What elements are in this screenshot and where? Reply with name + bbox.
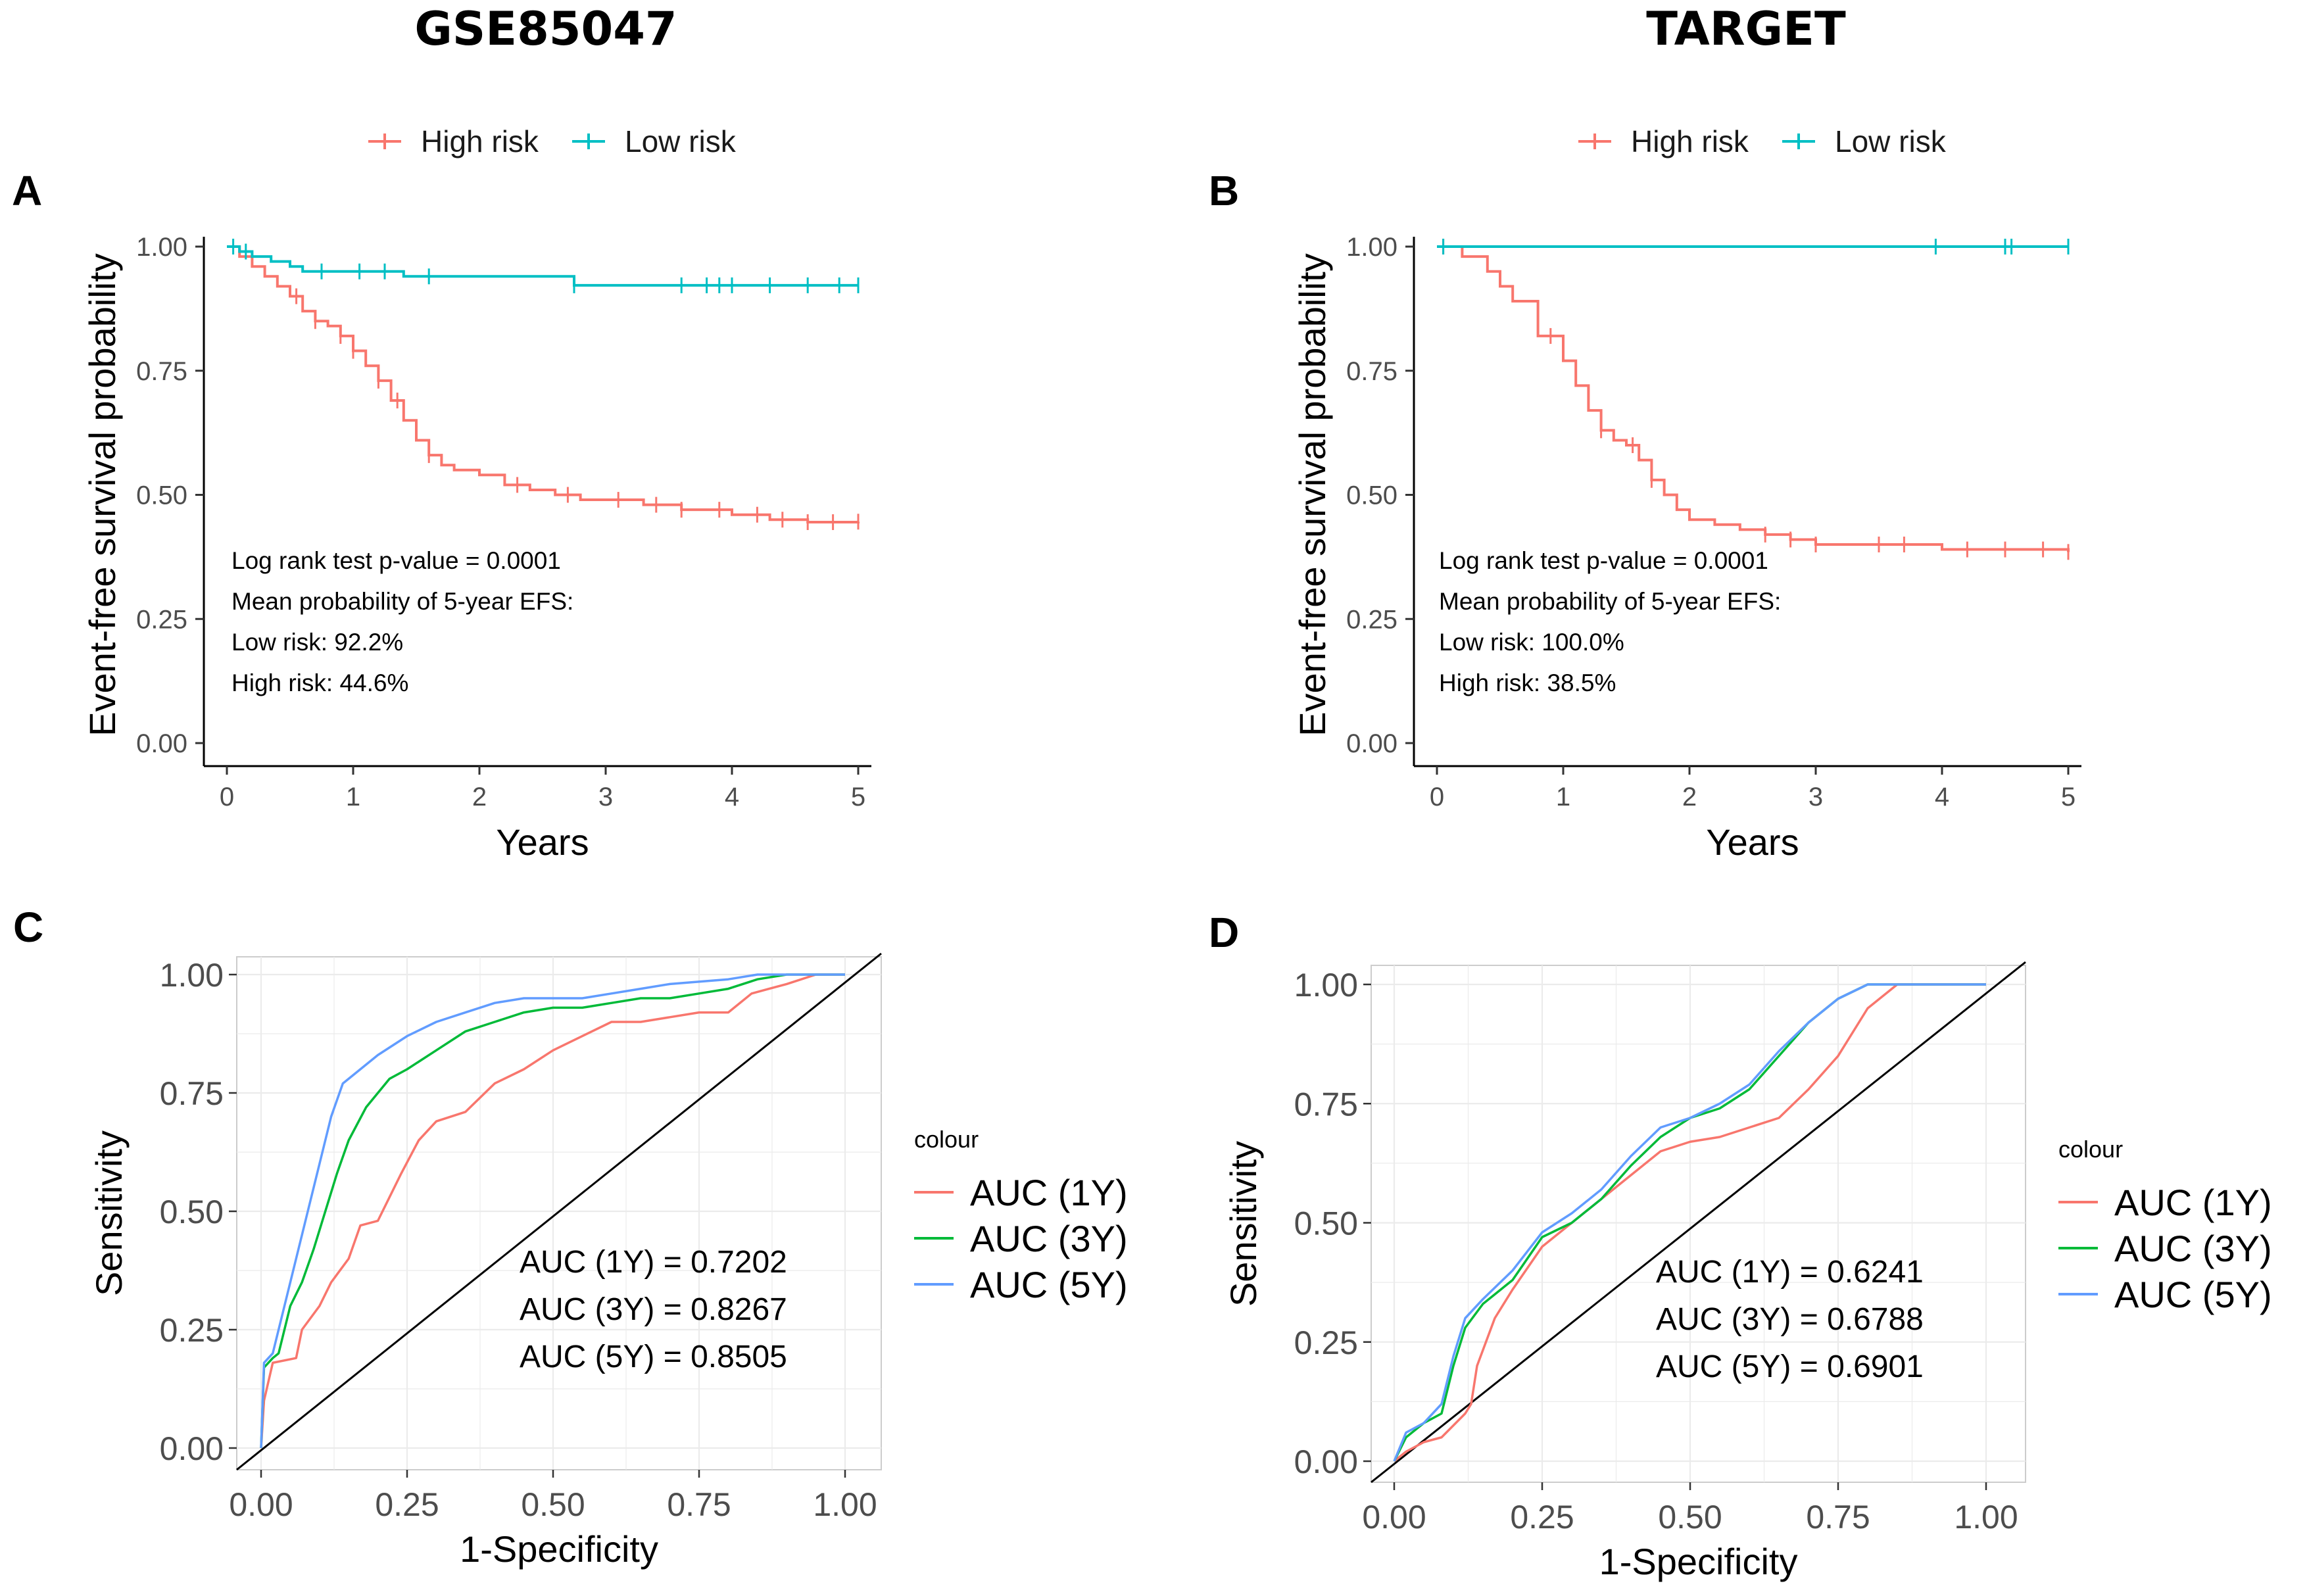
auc-annotation: AUC (1Y) = 0.7202 bbox=[520, 1245, 787, 1280]
x-axis-title: 1-Specificity bbox=[460, 1528, 658, 1570]
km-annotation: Log rank test p-value = 0.0001 bbox=[1439, 547, 1768, 574]
y-axis-title: Event-free survival probability bbox=[82, 253, 123, 737]
legend-label: High risk bbox=[421, 124, 539, 158]
x-axis-title: Years bbox=[1706, 821, 1799, 863]
y-axis-title: Event-free survival probability bbox=[1292, 253, 1333, 737]
right-column-title: TARGET bbox=[1646, 2, 1846, 56]
y-tick-label: 1.00 bbox=[1294, 967, 1358, 1004]
y-tick-label: 0.25 bbox=[136, 605, 187, 634]
panel-letter: A bbox=[12, 167, 42, 214]
auc-annotation: AUC (5Y) = 0.6901 bbox=[1656, 1349, 1924, 1384]
x-tick-label: 5 bbox=[2061, 783, 2076, 811]
reference-diagonal bbox=[1371, 961, 2026, 1484]
x-tick-label: 0.00 bbox=[1362, 1499, 1426, 1536]
legend-title: colour bbox=[914, 1126, 979, 1153]
legend-label: Low risk bbox=[1835, 124, 1947, 158]
km-annotation: Mean probability of 5-year EFS: bbox=[231, 588, 573, 615]
km-annotation: Mean probability of 5-year EFS: bbox=[1439, 588, 1781, 615]
x-tick-label: 2 bbox=[1682, 783, 1697, 811]
y-tick-label: 1.00 bbox=[1346, 233, 1397, 262]
x-tick-label: 4 bbox=[725, 783, 739, 811]
y-tick-label: 0.00 bbox=[1346, 729, 1397, 758]
km-annotation: High risk: 44.6% bbox=[231, 669, 408, 696]
km-panel-b: B High risk Low risk 0 1 2 3 4 5 0.00 0.25 0.50 0.75… bbox=[1209, 124, 2081, 863]
y-tick-label: 0.25 bbox=[160, 1312, 224, 1349]
roc-curve-3y bbox=[260, 973, 845, 1449]
roc-curve-1y bbox=[260, 973, 845, 1449]
x-tick-label: 0 bbox=[1430, 783, 1444, 811]
x-tick-label: 0.00 bbox=[229, 1486, 293, 1523]
roc-curve-5y bbox=[260, 973, 845, 1449]
km-panel-a: A High risk Low risk 0 1 2 3 4 5 0.00 0.25 0.50 0.75… bbox=[12, 124, 871, 863]
x-tick-label: 3 bbox=[598, 783, 613, 811]
x-tick-label: 2 bbox=[472, 783, 487, 811]
y-axis-title: Sensitivity bbox=[1223, 1141, 1264, 1307]
panel-letter: B bbox=[1209, 167, 1239, 214]
auc-annotation: AUC (3Y) = 0.8267 bbox=[520, 1292, 787, 1327]
legend-label: AUC (3Y) bbox=[970, 1218, 1128, 1259]
y-tick-label: 0.75 bbox=[136, 357, 187, 386]
legend-label: AUC (3Y) bbox=[2114, 1228, 2272, 1269]
y-tick-label: 0.00 bbox=[1294, 1443, 1358, 1480]
auc-annotation: AUC (5Y) = 0.8505 bbox=[520, 1340, 787, 1374]
y-tick-label: 0.25 bbox=[1346, 605, 1397, 634]
roc-panel-c: C 0.00 0.25 0.50 0.75 1.00 0.00 0.25 0.50 0.75 1.0… bbox=[13, 904, 1128, 1570]
km-curve-high-risk bbox=[227, 245, 860, 524]
km-curve-low-risk bbox=[227, 245, 858, 287]
y-axis-title: Sensitivity bbox=[88, 1130, 130, 1296]
x-tick-label: 1 bbox=[346, 783, 360, 811]
y-tick-label: 1.00 bbox=[160, 957, 224, 994]
legend-label: AUC (1Y) bbox=[970, 1172, 1128, 1213]
x-tick-label: 5 bbox=[851, 783, 865, 811]
y-tick-label: 0.75 bbox=[1294, 1086, 1358, 1123]
km-annotation: High risk: 38.5% bbox=[1439, 669, 1616, 696]
roc-curve-1y bbox=[1393, 983, 1986, 1463]
x-tick-label: 0.25 bbox=[1510, 1499, 1574, 1536]
x-tick-label: 4 bbox=[1935, 783, 1949, 811]
x-tick-label: 0.50 bbox=[521, 1486, 585, 1523]
y-tick-label: 0.75 bbox=[1346, 357, 1397, 386]
y-tick-label: 0.50 bbox=[1294, 1205, 1358, 1242]
roc-panel-d: D 0.00 0.25 0.50 0.75 1.00 0.00 0.25 0.50 0.75 1.0… bbox=[1209, 909, 2272, 1582]
km-curve-high-risk bbox=[1437, 245, 2070, 552]
panel-letter: C bbox=[13, 904, 43, 951]
left-column-title: GSE85047 bbox=[414, 2, 677, 56]
y-tick-label: 1.00 bbox=[136, 233, 187, 262]
y-tick-label: 0.50 bbox=[1346, 481, 1397, 510]
panel-letter: D bbox=[1209, 909, 1239, 956]
legend-label: AUC (1Y) bbox=[2114, 1182, 2272, 1223]
x-tick-label: 1 bbox=[1556, 783, 1570, 811]
km-annotation: Log rank test p-value = 0.0001 bbox=[231, 547, 561, 574]
x-tick-label: 1.00 bbox=[1954, 1499, 2018, 1536]
legend-label: Low risk bbox=[625, 124, 737, 158]
x-tick-label: 0.25 bbox=[375, 1486, 439, 1523]
km-annotation: Low risk: 100.0% bbox=[1439, 629, 1624, 656]
legend-label: AUC (5Y) bbox=[2114, 1274, 2272, 1315]
x-tick-label: 3 bbox=[1809, 783, 1823, 811]
x-tick-label: 0.75 bbox=[1806, 1499, 1870, 1536]
x-axis-title: Years bbox=[496, 821, 589, 863]
auc-annotation: AUC (3Y) = 0.6788 bbox=[1656, 1302, 1924, 1337]
y-tick-label: 0.50 bbox=[160, 1194, 224, 1230]
y-tick-label: 0.00 bbox=[136, 729, 187, 758]
auc-annotation: AUC (1Y) = 0.6241 bbox=[1656, 1255, 1924, 1290]
x-tick-label: 0.50 bbox=[1658, 1499, 1722, 1536]
legend-title: colour bbox=[2058, 1136, 2123, 1163]
reference-diagonal bbox=[236, 952, 882, 1471]
y-tick-label: 0.00 bbox=[160, 1430, 224, 1467]
km-annotation: Low risk: 92.2% bbox=[231, 629, 403, 656]
legend-label: High risk bbox=[1631, 124, 1749, 158]
y-tick-label: 0.75 bbox=[160, 1075, 224, 1112]
roc-curve-5y bbox=[1393, 983, 1986, 1462]
y-tick-label: 0.25 bbox=[1294, 1324, 1358, 1361]
x-tick-label: 0 bbox=[220, 783, 234, 811]
x-tick-label: 0.75 bbox=[667, 1486, 731, 1523]
x-axis-title: 1-Specificity bbox=[1599, 1541, 1798, 1582]
legend-label: AUC (5Y) bbox=[970, 1264, 1128, 1305]
y-tick-label: 0.50 bbox=[136, 481, 187, 510]
x-tick-label: 1.00 bbox=[813, 1486, 877, 1523]
